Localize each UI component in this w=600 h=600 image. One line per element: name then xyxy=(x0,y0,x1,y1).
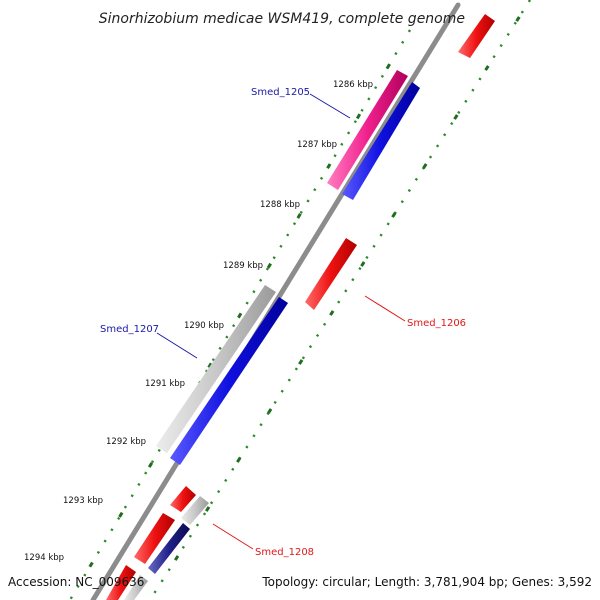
gene-label-smed-1206[interactable]: Smed_1206 xyxy=(407,318,466,329)
inner-major-ticks xyxy=(68,29,412,600)
tick-label-1289: 1289 kbp xyxy=(223,261,263,271)
tick-label-1293: 1293 kbp xyxy=(63,496,103,506)
gene-label-smed-1208[interactable]: Smed_1208 xyxy=(255,547,314,558)
tick-label-1291: 1291 kbp xyxy=(145,379,185,389)
gene-smed-1208-gray xyxy=(181,496,209,525)
smed-1207-leader xyxy=(156,332,198,359)
map-title: Sinorhizobium medicae WSM419, complete g… xyxy=(99,11,465,27)
gene-label-smed-1205[interactable]: Smed_1205 xyxy=(251,87,310,98)
genome-summary-text: Topology: circular; Length: 3,781,904 bp… xyxy=(261,575,592,589)
gene-smed-1205-blue xyxy=(342,82,420,200)
gene-red-bottom xyxy=(106,565,136,600)
gene-red-lower-a xyxy=(170,486,196,512)
tick-label-1288: 1288 kbp xyxy=(260,200,300,210)
gene-gray-bottom xyxy=(124,575,148,600)
tick-label-1290: 1290 kbp xyxy=(184,321,224,331)
gene-smed-1206-red xyxy=(305,238,357,310)
tick-label-1287: 1287 kbp xyxy=(297,140,337,150)
tick-label-1292: 1292 kbp xyxy=(106,437,146,447)
gene-label-smed-1207[interactable]: Smed_1207 xyxy=(100,324,159,335)
smed-1205-leader xyxy=(309,93,351,119)
gene-smed-1207-blue xyxy=(170,297,288,465)
gene-smed-1205-magenta xyxy=(327,70,408,190)
gene-red-lower-b xyxy=(134,513,175,564)
smed-1208-leader xyxy=(212,523,254,550)
gene-navy-lower xyxy=(148,523,190,574)
accession-text: Accession: NC_009636 xyxy=(8,575,144,589)
gene-red-top xyxy=(458,14,495,58)
tick-label-1294: 1294 kbp xyxy=(24,553,64,563)
smed-1206-leader xyxy=(364,295,406,322)
gene-smed-1207-gray xyxy=(156,285,276,453)
tick-label-1286: 1286 kbp xyxy=(333,80,373,90)
